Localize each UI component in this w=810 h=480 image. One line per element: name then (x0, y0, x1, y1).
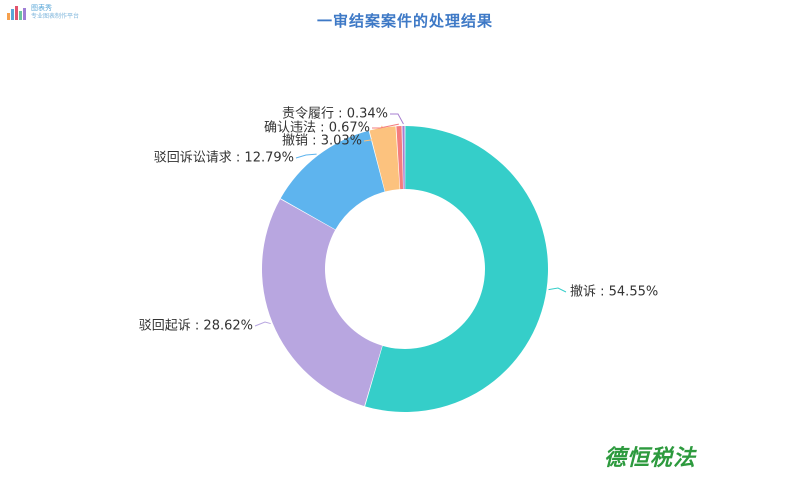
slice-label-4: 撤销 : 3.03% (282, 133, 362, 149)
donut-slice-6 (402, 126, 405, 190)
slice-label-2: 驳回起诉 : 28.62% (139, 319, 253, 334)
donut-slice-5 (396, 126, 404, 190)
donut-slice-3 (280, 130, 385, 230)
leader-line-5 (372, 123, 399, 129)
donut-slice-4 (369, 126, 400, 192)
slice-label-6: 责令履行 : 0.34% (282, 107, 388, 122)
donut-slice-1 (365, 126, 549, 412)
leader-line-2 (254, 321, 271, 327)
slice-label-3: 驳回诉讼请求 : 12.79% (154, 151, 294, 166)
bar-chart-logo-icon (7, 6, 26, 20)
leader-line-6 (390, 113, 404, 125)
donut-slice-2 (261, 199, 383, 407)
logo-tagline: 专业图表制作平台 (31, 13, 80, 20)
brand-logo: 图表秀 专业图表制作平台 (6, 4, 79, 20)
leader-line-3 (295, 153, 317, 159)
leader-line-4 (363, 125, 383, 142)
slice-label-5: 确认违法 : 0.67% (264, 121, 370, 136)
logo-name: 图表秀 (31, 4, 52, 12)
slice-label-1: 撤诉 : 54.55% (570, 284, 658, 300)
chart-title: 一审结案案件的处理结果 (316, 12, 493, 30)
watermark-text: 德恒税法 (604, 446, 697, 471)
leader-line-1 (548, 287, 567, 293)
